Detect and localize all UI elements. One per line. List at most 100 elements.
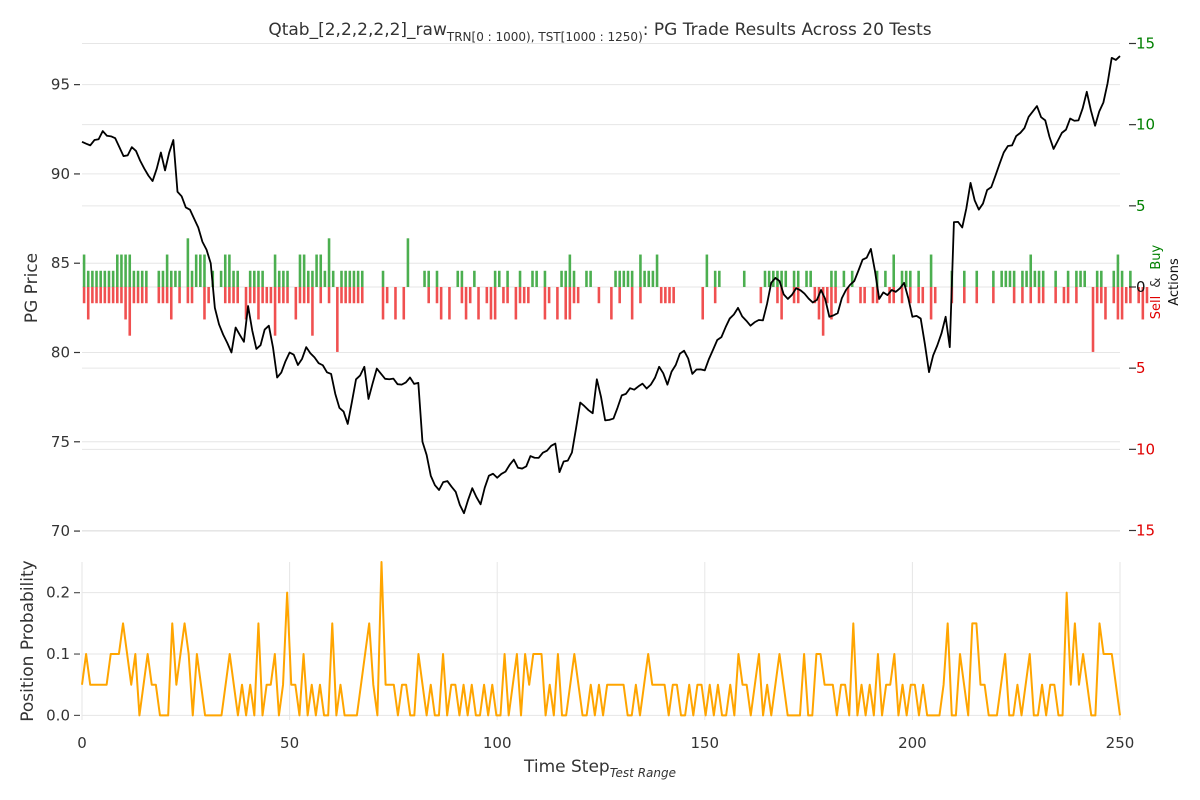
sell-bar	[269, 287, 273, 304]
sell-bar	[1145, 287, 1149, 304]
sell-bar	[639, 287, 642, 304]
sell-bar	[116, 287, 119, 304]
sell-bar	[921, 287, 925, 304]
sell-bar	[1116, 287, 1120, 320]
sell-bar	[992, 287, 995, 304]
sell-bar	[319, 287, 323, 304]
buy-bar	[564, 270, 567, 287]
buy-bar	[830, 270, 833, 287]
actions-tick-label: 10	[1136, 116, 1155, 134]
probability-series	[81, 561, 1121, 717]
buy-bar	[311, 270, 314, 287]
chart-title-suffix: : PG Trade Results Across 20 Tests	[643, 20, 932, 40]
sell-bar	[547, 287, 551, 304]
sell-bar	[830, 287, 833, 320]
buy-bar	[585, 270, 588, 287]
buy-bar	[1054, 270, 1057, 287]
buy-bar	[963, 270, 966, 287]
sell-bar	[464, 287, 468, 320]
sell-bar	[298, 287, 302, 304]
sell-bar	[124, 287, 127, 320]
buy-bar	[315, 254, 318, 287]
time-axis-title: Time StepTest Range	[523, 757, 676, 780]
sell-bar	[713, 287, 717, 304]
buy-bar	[178, 270, 181, 287]
probability-tick-label: 0.1	[46, 645, 70, 663]
price-line	[81, 55, 1121, 515]
buy-bar	[298, 254, 302, 287]
buy-bar	[1033, 270, 1037, 287]
sell-bar	[630, 287, 634, 320]
buy-bar	[1008, 270, 1012, 287]
sell-bar	[352, 287, 356, 304]
sell-bar	[825, 287, 829, 304]
buy-bar	[718, 270, 721, 287]
buy-bar	[493, 270, 497, 287]
sell-bar	[468, 287, 472, 304]
buy-bar	[892, 254, 896, 287]
sell-bar	[1141, 287, 1145, 320]
sell-bar	[493, 287, 497, 320]
buy-bar	[340, 270, 343, 287]
chart-title-prefix: Qtab_[2,2,2,2,2]_raw	[268, 20, 447, 40]
buy-bar	[427, 270, 430, 287]
buy-bar	[900, 270, 904, 287]
sell-bar	[618, 287, 621, 304]
actions-label-sell: Sell	[1149, 296, 1164, 319]
buy-bar	[639, 254, 642, 287]
sell-bar	[1066, 287, 1070, 304]
buy-bar	[834, 270, 837, 287]
buy-bar	[560, 270, 563, 287]
buy-bar	[406, 238, 410, 287]
sell-bar	[1029, 287, 1033, 304]
sell-bar	[311, 287, 314, 336]
actions-tick-label: 5	[1136, 197, 1146, 215]
buy-bar	[1079, 270, 1082, 287]
actions-tick-label: 5	[1136, 359, 1146, 377]
sell-bar	[244, 287, 248, 320]
sell-bar	[99, 287, 102, 304]
buy-bar	[157, 270, 161, 287]
buy-bar	[543, 270, 547, 287]
sell-bar	[136, 287, 140, 304]
sell-bar	[169, 287, 173, 320]
sell-bar	[120, 287, 123, 304]
buy-bar	[850, 270, 854, 287]
buy-bar	[929, 254, 933, 287]
actions-axis-title: Sell & Buy Actions	[1149, 244, 1182, 319]
sell-bar	[95, 287, 98, 304]
sell-bar	[776, 287, 779, 304]
sell-bar	[659, 287, 663, 304]
buy-bar	[286, 270, 289, 287]
price-tick-label: 70	[51, 522, 70, 540]
buy-bar	[86, 270, 90, 287]
buy-bar	[435, 270, 439, 287]
buy-bar	[1129, 270, 1132, 287]
sell-bar	[435, 287, 439, 304]
buy-bar	[460, 270, 464, 287]
buy-bar	[1120, 270, 1124, 287]
sell-bar	[402, 287, 406, 320]
sell-bar	[277, 287, 281, 304]
sell-bar	[178, 287, 181, 304]
chart-title: Qtab_[2,2,2,2,2]_rawTRN[0 : 1000), TST[1…	[268, 20, 931, 44]
buy-bar	[228, 254, 231, 287]
sell-bar	[381, 287, 385, 320]
sell-bar	[1104, 287, 1107, 320]
buy-bar	[1100, 270, 1103, 287]
buy-bar	[618, 270, 621, 287]
sell-bar	[597, 287, 601, 304]
buy-bar	[809, 270, 812, 287]
buy-bar	[161, 270, 165, 287]
buy-bar	[273, 254, 277, 287]
actions-tick-label: 15	[1136, 522, 1155, 540]
sell-bar	[1095, 287, 1099, 304]
sell-bar	[1091, 287, 1095, 352]
sell-bar	[875, 287, 879, 304]
buy-bar	[506, 270, 509, 287]
sell-bar	[1037, 287, 1041, 304]
buy-bar	[1041, 270, 1045, 287]
buy-bar	[767, 270, 771, 287]
buy-bar	[772, 270, 775, 287]
